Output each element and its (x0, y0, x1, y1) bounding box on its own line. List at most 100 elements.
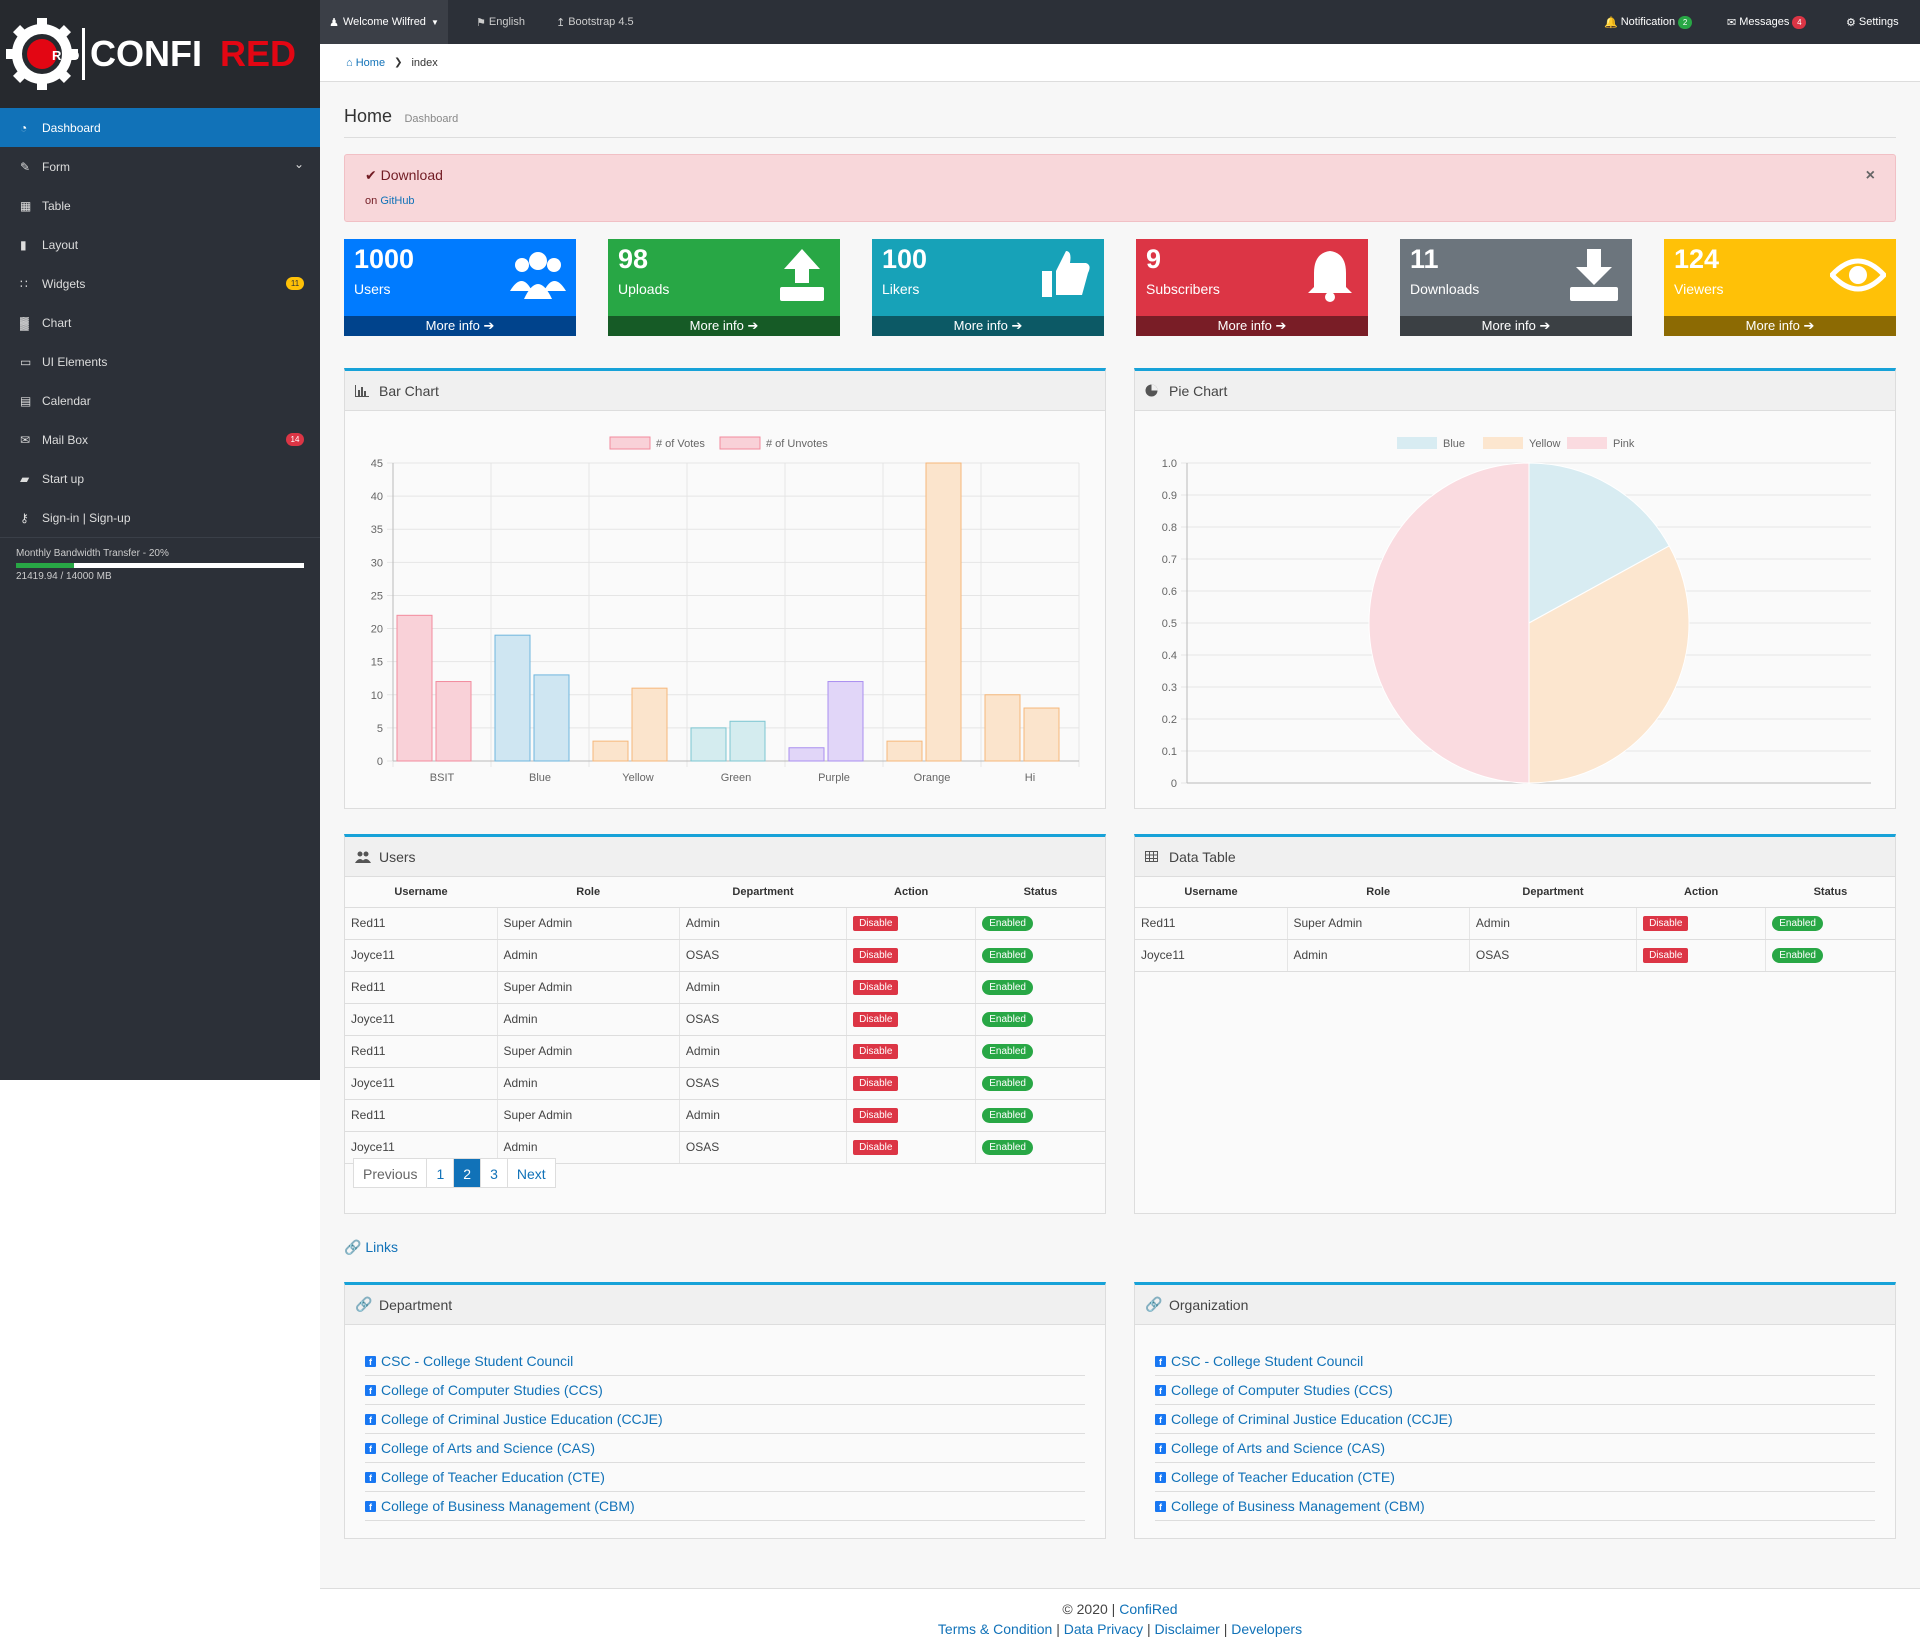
table-cell: Enabled (975, 1035, 1105, 1068)
page-next-button[interactable]: Next (516, 1166, 546, 1182)
settings-link[interactable]: ⚙ Settings (1846, 0, 1899, 44)
alert-close-button[interactable]: × (1865, 167, 1875, 184)
link-item[interactable]: f College of Teacher Education (CTE) (1155, 1463, 1875, 1492)
arrow-right-icon: ➔ (743, 318, 759, 333)
cell-text: Admin (503, 1012, 538, 1026)
link-item[interactable]: f College of Teacher Education (CTE) (365, 1463, 1085, 1492)
footer-link-terms-condition[interactable]: Terms & Condition (937, 1621, 1053, 1637)
page-1-button[interactable]: 1 (427, 1159, 455, 1187)
facebook-icon: f (365, 1500, 376, 1512)
table-cell: OSAS (1469, 939, 1638, 972)
y-tick-label: 0.1 (1162, 746, 1177, 758)
column-header: Action (1636, 877, 1766, 908)
welcome-dropdown[interactable]: ♟ Welcome Wilfred ▼ (320, 0, 448, 44)
disable-button[interactable]: Disable (853, 916, 899, 931)
sidebar-item-form[interactable]: ✎ Form ⌄ (0, 147, 320, 186)
messages-link[interactable]: ✉ Messages 4 (1727, 0, 1807, 44)
more-info-link[interactable]: More info ➔ (344, 316, 576, 336)
table-row: Red11 Super Admin Admin Disable Enabled (345, 971, 1105, 1004)
disable-button[interactable]: Disable (853, 980, 899, 995)
links-heading[interactable]: 🔗 Links (344, 1239, 398, 1256)
status-badge: Enabled (982, 980, 1033, 995)
sidebar-item-ui-elements[interactable]: ▭ UI Elements (0, 342, 320, 381)
stat-label: Users (354, 281, 391, 297)
footer-link-data-privacy[interactable]: Data Privacy (1063, 1621, 1144, 1637)
more-info-link[interactable]: More info ➔ (1136, 316, 1368, 336)
y-tick-label: 0 (377, 756, 383, 768)
link-item[interactable]: f College of Criminal Justice Education (… (365, 1405, 1085, 1434)
page-3-button[interactable]: 3 (481, 1159, 508, 1187)
bar-hi-votes (984, 694, 1021, 762)
legend-swatch (1483, 437, 1523, 449)
language-link[interactable]: ⚑ English (476, 0, 525, 44)
link-item[interactable]: f CSC - College Student Council (1155, 1347, 1875, 1376)
notification-link[interactable]: 🔔 Notification 2 (1604, 0, 1693, 44)
cell-text: Admin (685, 980, 720, 994)
link-icon: 🔗 (355, 1296, 373, 1312)
link-item[interactable]: f College of Business Management (CBM) (1155, 1492, 1875, 1521)
framework-link[interactable]: ↥ Bootstrap 4.5 (556, 0, 634, 44)
link-item[interactable]: f CSC - College Student Council (365, 1347, 1085, 1376)
pie-chart-panel: Pie Chart Blue Yellow Pink 0 0.1 0.2 0.3 0.4 0.5… (1134, 368, 1896, 809)
stat-number: 11 (1410, 244, 1439, 274)
link-item[interactable]: f College of Computer Studies (CCS) (1155, 1376, 1875, 1405)
more-info-link[interactable]: More info ➔ (608, 316, 840, 336)
column-header: Status (1765, 877, 1895, 908)
link-item[interactable]: f College of Criminal Justice Education (… (1155, 1405, 1875, 1434)
sidebar-item-calendar[interactable]: ▤ Calendar (0, 381, 320, 420)
sidebar-item-sign-in-sign-up[interactable]: ⚷ Sign-in | Sign-up (0, 498, 320, 537)
facebook-icon: f (1155, 1384, 1166, 1396)
footer-brand-link[interactable]: ConfiRed (1119, 1601, 1178, 1617)
sidebar-item-chart[interactable]: ▓ Chart (0, 303, 320, 342)
page-2-button[interactable]: 2 (454, 1159, 482, 1187)
table-cell: Joyce11 (1135, 939, 1288, 972)
more-info-label: More info (689, 318, 744, 333)
github-link[interactable]: GitHub (380, 195, 415, 207)
sidebar-item-widgets[interactable]: ∷ Widgets 11 (0, 264, 320, 303)
more-info-link[interactable]: More info ➔ (1400, 316, 1632, 336)
brand-logo[interactable]: RED CONFI RED (0, 0, 320, 108)
arrow-right-icon: ➔ (1799, 318, 1815, 333)
dashboard-icon: ◔ (20, 120, 28, 135)
disable-button[interactable]: Disable (853, 1140, 899, 1155)
y-tick-label: 0.6 (1162, 586, 1177, 598)
disable-button[interactable]: Disable (853, 1108, 899, 1123)
more-info-link[interactable]: More info ➔ (872, 316, 1104, 336)
sidebar: RED CONFI RED ◔ Dashboard ✎ Form ⌄ ▦ Table ▮ Lay… (0, 0, 320, 1080)
legend-label: # of Unvotes (766, 438, 828, 450)
sidebar-item-start-up[interactable]: ▰ Start up (0, 459, 320, 498)
y-tick-label: 0.8 (1162, 522, 1177, 534)
footer-link-developers[interactable]: Developers (1231, 1621, 1303, 1637)
sidebar-item-dashboard[interactable]: ◔ Dashboard (0, 108, 320, 147)
link-item[interactable]: f College of Business Management (CBM) (365, 1492, 1085, 1521)
disable-button[interactable]: Disable (853, 948, 899, 963)
table-cell: Admin (497, 939, 680, 972)
footer-link-disclaimer[interactable]: Disclaimer (1154, 1621, 1220, 1637)
link-item[interactable]: f College of Computer Studies (CCS) (365, 1376, 1085, 1405)
sidebar-item-table[interactable]: ▦ Table (0, 186, 320, 225)
sidebar-item-label: Mail Box (42, 432, 89, 447)
more-info-link[interactable]: More info ➔ (1664, 316, 1896, 336)
disable-button[interactable]: Disable (853, 1044, 899, 1059)
bar-purple-unvotes (827, 681, 864, 762)
disable-button[interactable]: Disable (853, 1076, 899, 1091)
stat-label: Downloads (1410, 281, 1480, 297)
department-links: f CSC - College Student Council f College o… (345, 1325, 1105, 1521)
organization-header: 🔗 Organization (1135, 1285, 1895, 1325)
breadcrumb-home[interactable]: ⌂ Home (346, 57, 385, 69)
sidebar-item-layout[interactable]: ▮ Layout (0, 225, 320, 264)
eye-icon (1828, 247, 1888, 308)
link-item[interactable]: f College of Arts and Science (CAS) (1155, 1434, 1875, 1463)
thumbs-up-icon (1038, 247, 1094, 308)
link-label: CSC - College Student Council (1171, 1353, 1364, 1369)
sidebar-item-label: Start up (42, 471, 85, 486)
disable-button[interactable]: Disable (1643, 916, 1689, 931)
disable-button[interactable]: Disable (853, 1012, 899, 1027)
page-previous-button[interactable]: Previous (354, 1159, 428, 1187)
table-cell: Enabled (975, 1003, 1105, 1036)
status-badge: Enabled (982, 1044, 1033, 1059)
disable-button[interactable]: Disable (1643, 948, 1689, 963)
table-icon (1145, 851, 1169, 862)
link-item[interactable]: f College of Arts and Science (CAS) (365, 1434, 1085, 1463)
sidebar-item-mail-box[interactable]: ✉ Mail Box 14 (0, 420, 320, 459)
